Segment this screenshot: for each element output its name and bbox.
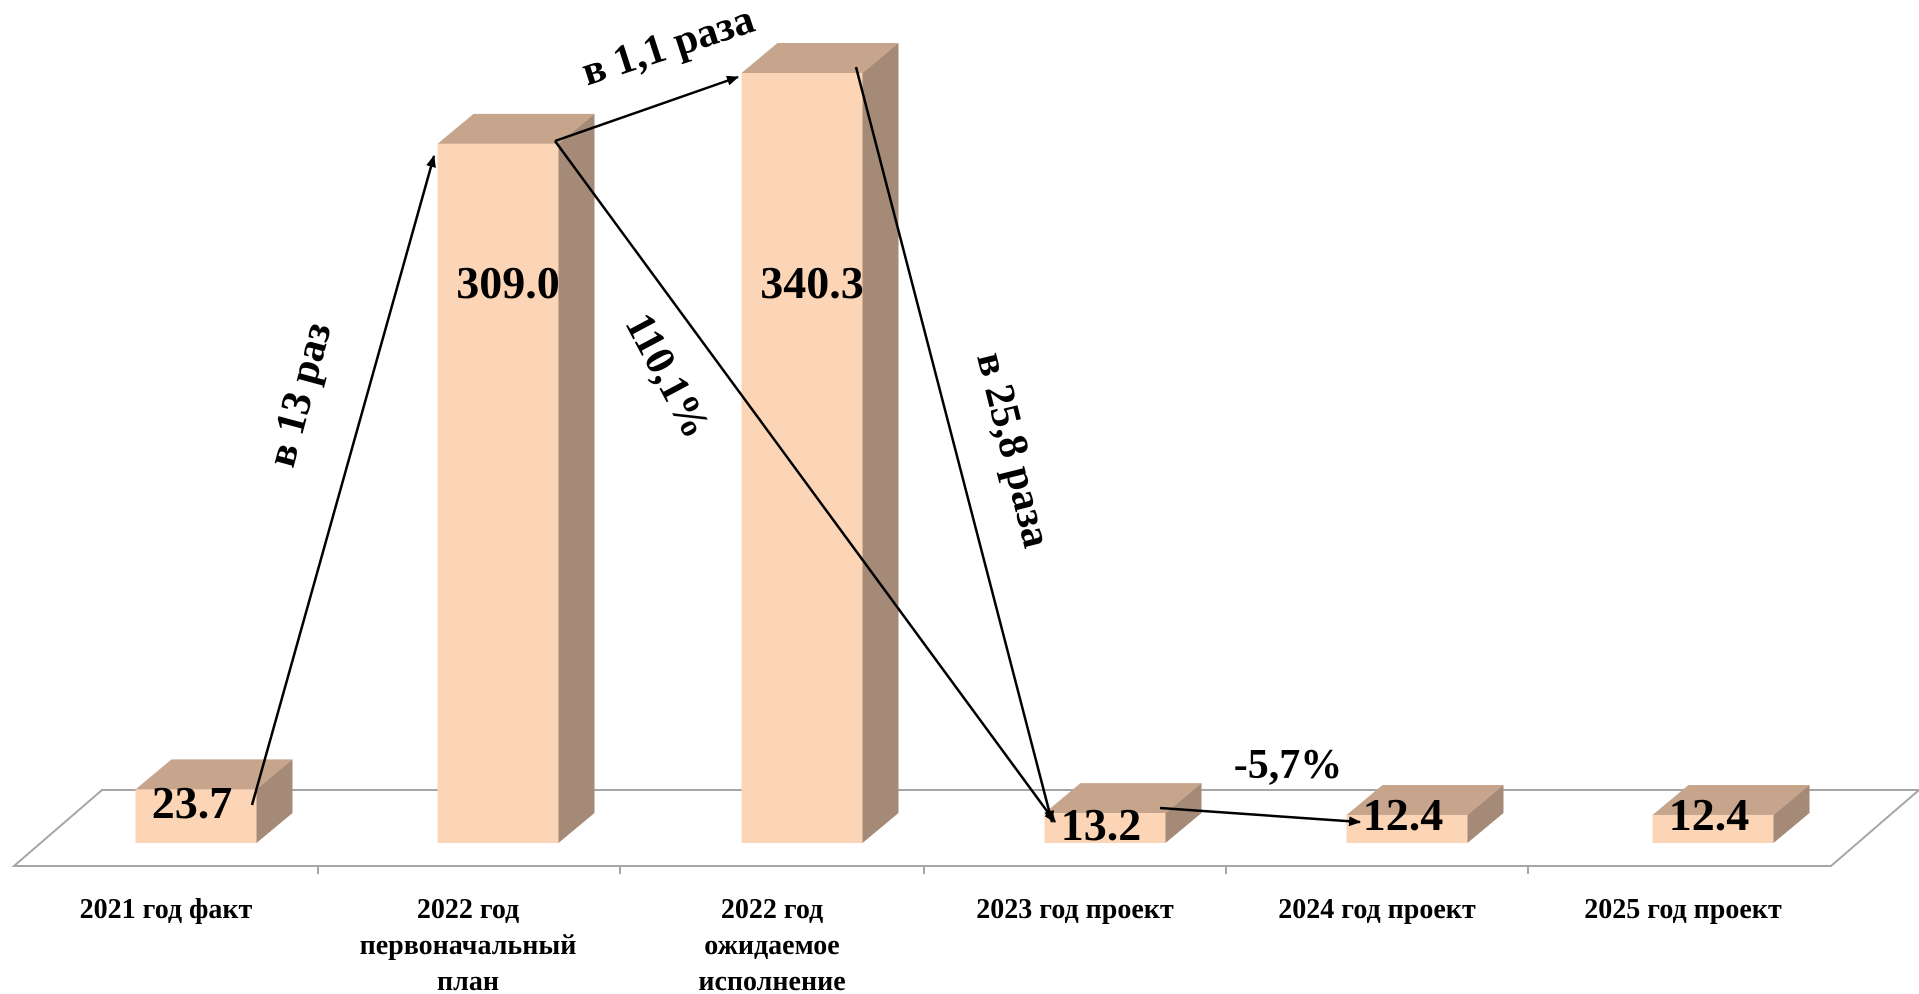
bar-front xyxy=(1346,814,1468,843)
bar-front xyxy=(1652,814,1774,843)
bar-top xyxy=(437,113,595,144)
chart-floor xyxy=(11,789,1919,874)
bar-top xyxy=(1044,783,1202,814)
bar-side xyxy=(862,43,899,843)
arrow-3 xyxy=(553,140,1057,823)
bar-front xyxy=(1044,813,1166,843)
annotation-label: -5,7% xyxy=(1234,742,1343,788)
bar-top xyxy=(1652,784,1810,815)
bar-1 xyxy=(135,759,293,843)
category-label: 2021 год факт xyxy=(80,894,253,925)
bar-front xyxy=(741,73,863,843)
bar-front xyxy=(437,143,559,843)
floor-plane xyxy=(11,789,1919,867)
bar-side xyxy=(1467,784,1504,843)
annotation-arrows xyxy=(250,66,1361,827)
value-label: 309.0 xyxy=(456,257,560,308)
value-label: 340.3 xyxy=(760,257,864,308)
value-label: 13.2 xyxy=(1061,799,1142,850)
bar-side xyxy=(558,113,595,843)
annotation-label: в 25,8 раза xyxy=(967,348,1060,553)
arrow-4 xyxy=(854,66,1055,823)
bar-top xyxy=(135,759,293,790)
bar-5 xyxy=(1346,784,1504,843)
category-label: 2024 год проект xyxy=(1278,894,1476,925)
arrow-2 xyxy=(554,75,739,143)
bars xyxy=(135,43,1810,843)
bar-top xyxy=(741,43,899,73)
bar-4 xyxy=(1044,783,1202,843)
category-label: 2022 год первоначальный план xyxy=(360,894,577,994)
bar-front xyxy=(135,789,257,843)
bar-3 xyxy=(741,43,899,843)
annotation-label: в 1,1 раза xyxy=(576,0,760,95)
bar-side xyxy=(256,759,293,843)
value-label: 23.7 xyxy=(152,777,233,828)
bar-2 xyxy=(437,113,595,843)
category-label: 2025 год проект xyxy=(1584,894,1782,925)
value-label: 12.4 xyxy=(1669,789,1750,840)
category-label: 2022 год ожидаемое исполнение xyxy=(698,894,845,994)
bar-top xyxy=(1346,784,1504,815)
category-label: 2023 год проект xyxy=(976,894,1174,925)
value-label: 12.4 xyxy=(1363,789,1444,840)
arrow-1 xyxy=(250,155,436,806)
bar-6 xyxy=(1652,784,1810,843)
category-labels: 2021 год факт 2022 год первоначальный план 2… xyxy=(80,894,1782,994)
bar-side xyxy=(1773,784,1810,843)
arrow-5 xyxy=(1159,806,1361,827)
annotation-label: 110,1% xyxy=(616,306,720,446)
bar-side xyxy=(1165,783,1202,843)
value-labels: 23.7 309.0 340.3 13.2 12.4 12.4 xyxy=(152,257,1750,850)
annotation-label: в 13 раз xyxy=(258,318,340,472)
